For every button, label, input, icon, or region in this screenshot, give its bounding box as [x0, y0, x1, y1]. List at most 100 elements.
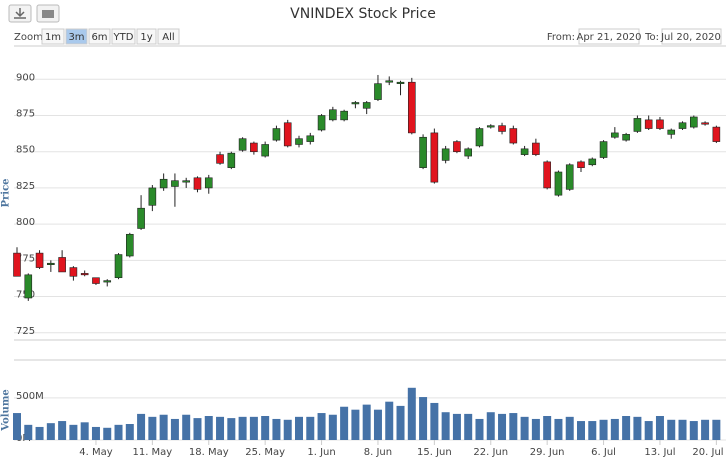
- y-tick-label: 775: [16, 253, 35, 264]
- price-axis-title: Price: [1, 178, 12, 207]
- volume-bar: [554, 418, 563, 440]
- candle-body: [588, 158, 597, 166]
- candle-body: [13, 252, 21, 277]
- candle-body: [475, 128, 484, 147]
- candle-body: [351, 102, 360, 105]
- candle-body: [656, 119, 664, 129]
- candle-body: [520, 148, 529, 155]
- y-tick-label: 850: [16, 145, 35, 156]
- candle-body: [204, 177, 213, 189]
- volume-axis-title: Volume: [1, 389, 12, 432]
- candle-body: [498, 125, 506, 132]
- volume-bar: [452, 413, 461, 440]
- candle-body: [340, 110, 348, 121]
- volume-bar: [125, 424, 134, 440]
- range-button[interactable]: [111, 28, 136, 45]
- volume-bar: [486, 412, 495, 440]
- candle-body: [611, 132, 619, 138]
- volume-bar: [182, 414, 191, 440]
- volume-bar: [701, 419, 710, 440]
- volume-bar: [35, 426, 44, 440]
- candle-body: [35, 252, 44, 268]
- x-tick-label: 20. Jul: [692, 447, 723, 458]
- candle-body: [599, 141, 608, 158]
- candle-body: [419, 136, 427, 168]
- x-tick-label: 8. Jun: [364, 447, 392, 458]
- volume-bar: [543, 416, 552, 440]
- candle-body: [216, 154, 224, 164]
- y-tick-label: 825: [16, 181, 35, 192]
- candle-body: [667, 129, 676, 135]
- volume-bar: [159, 414, 168, 440]
- volume-bar: [340, 406, 349, 440]
- candle-body: [171, 180, 179, 187]
- download-icon: [14, 8, 26, 19]
- volume-bar: [13, 413, 21, 440]
- volume-bar: [565, 416, 574, 440]
- candle-body: [577, 161, 585, 168]
- print-icon: [42, 10, 54, 18]
- candle-body: [543, 161, 551, 189]
- volume-bar: [667, 419, 676, 440]
- candle-body: [283, 122, 292, 147]
- volume-bar: [678, 419, 687, 440]
- range-button-label: All: [162, 32, 174, 43]
- y-tick-label: 800: [16, 217, 35, 228]
- candle-body: [554, 171, 563, 196]
- volume-bar: [351, 409, 360, 440]
- candle-body: [47, 262, 55, 265]
- from-label: From:: [547, 32, 575, 43]
- candle-body: [532, 142, 540, 155]
- candle-body: [238, 138, 247, 151]
- volume-bar: [170, 418, 179, 440]
- candle-body: [565, 164, 574, 190]
- candle-body: [80, 273, 89, 276]
- volume-bar: [80, 422, 89, 440]
- volume-bar: [622, 416, 631, 440]
- candle-body: [407, 81, 416, 134]
- candle-body: [701, 122, 709, 125]
- range-button[interactable]: [88, 28, 111, 45]
- to-input[interactable]: [661, 28, 722, 45]
- y-tick-label: 900: [16, 72, 35, 83]
- volume-bar: [373, 409, 382, 440]
- volume-bar: [91, 426, 100, 440]
- x-tick-label: 22. Jun: [473, 447, 508, 458]
- candle-body: [430, 132, 439, 183]
- volume-bar: [148, 416, 157, 440]
- x-tick-label: 18. May: [189, 447, 229, 458]
- from-input[interactable]: [578, 28, 640, 45]
- range-button[interactable]: [41, 28, 65, 45]
- volume-bar: [644, 421, 653, 440]
- range-button[interactable]: [157, 28, 180, 45]
- range-button[interactable]: [136, 28, 157, 45]
- candle-body: [509, 128, 518, 144]
- volume-bar: [689, 421, 698, 440]
- range-button-label: YTD: [113, 32, 134, 43]
- volume-bar: [328, 414, 337, 440]
- candle-body: [182, 180, 190, 183]
- candle-body: [317, 115, 326, 131]
- volume-bar: [577, 421, 585, 440]
- candle-body: [453, 141, 461, 153]
- volume-bar: [475, 418, 484, 440]
- candle-body: [678, 122, 687, 129]
- volume-bar: [24, 424, 33, 440]
- y-tick-label: 500M: [16, 391, 44, 402]
- x-tick-label: 15. Jun: [417, 447, 452, 458]
- volume-bar: [238, 416, 247, 440]
- candle-body: [306, 135, 315, 142]
- candle-body: [272, 128, 281, 141]
- x-tick-label: 6. Jul: [591, 447, 616, 458]
- candle-body: [486, 125, 495, 128]
- candle-body: [396, 81, 405, 84]
- from-value: Apr 21, 2020: [576, 32, 641, 43]
- candle-body: [114, 254, 123, 279]
- volume-bar: [655, 416, 664, 440]
- volume-bar: [498, 413, 507, 440]
- candle-body: [69, 267, 78, 277]
- candle-body: [622, 134, 630, 141]
- range-button[interactable]: [65, 28, 88, 45]
- volume-bar: [362, 404, 371, 440]
- volume-bar: [283, 419, 292, 440]
